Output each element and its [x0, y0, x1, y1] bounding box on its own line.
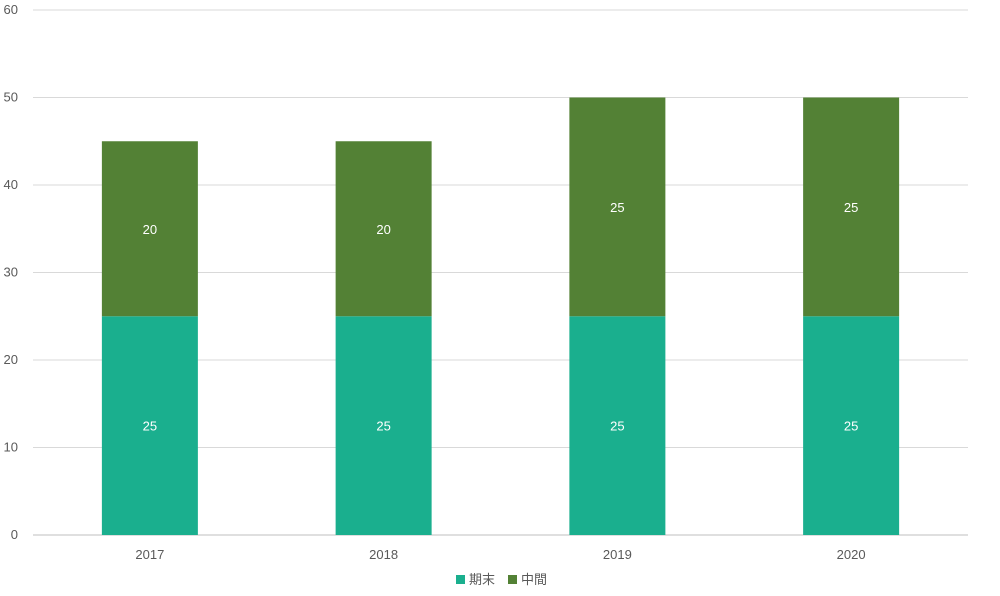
y-tick-label: 30: [4, 265, 18, 280]
y-tick-label: 10: [4, 440, 18, 455]
legend: 期末 中間: [456, 572, 547, 587]
y-tick-label: 40: [4, 177, 18, 192]
bar-segment: [335, 316, 432, 535]
x-tick-label: 2018: [369, 547, 398, 562]
x-tick-label: 2017: [135, 547, 164, 562]
x-tick-label: 2019: [603, 547, 632, 562]
y-axis: 0 10 20 30 40 50 60: [4, 2, 18, 542]
bar-segment: [101, 141, 198, 317]
data-label: 20: [143, 222, 157, 237]
legend-label: 期末: [469, 572, 495, 587]
bars: 25 20 25 20 25 25 25 25: [101, 97, 900, 535]
bar-segment: [803, 97, 900, 317]
y-tick-label: 60: [4, 2, 18, 17]
bar-segment: [569, 97, 666, 317]
data-label: 25: [376, 419, 390, 434]
x-tick-label: 2020: [837, 547, 866, 562]
bar-segment: [101, 316, 198, 535]
y-tick-label: 20: [4, 352, 18, 367]
legend-swatch: [508, 575, 517, 584]
data-label: 25: [610, 419, 624, 434]
bar-segment: [569, 316, 666, 535]
y-tick-label: 0: [11, 527, 18, 542]
data-label: 25: [844, 200, 858, 215]
y-tick-label: 50: [4, 90, 18, 105]
legend-swatch: [456, 575, 465, 584]
bar-segment: [335, 141, 432, 317]
data-label: 25: [143, 419, 157, 434]
legend-label: 中間: [521, 572, 547, 587]
data-label: 25: [610, 200, 624, 215]
data-label: 20: [376, 222, 390, 237]
bar-segment: [803, 316, 900, 535]
data-label: 25: [844, 419, 858, 434]
x-axis: 2017 2018 2019 2020: [135, 547, 865, 562]
